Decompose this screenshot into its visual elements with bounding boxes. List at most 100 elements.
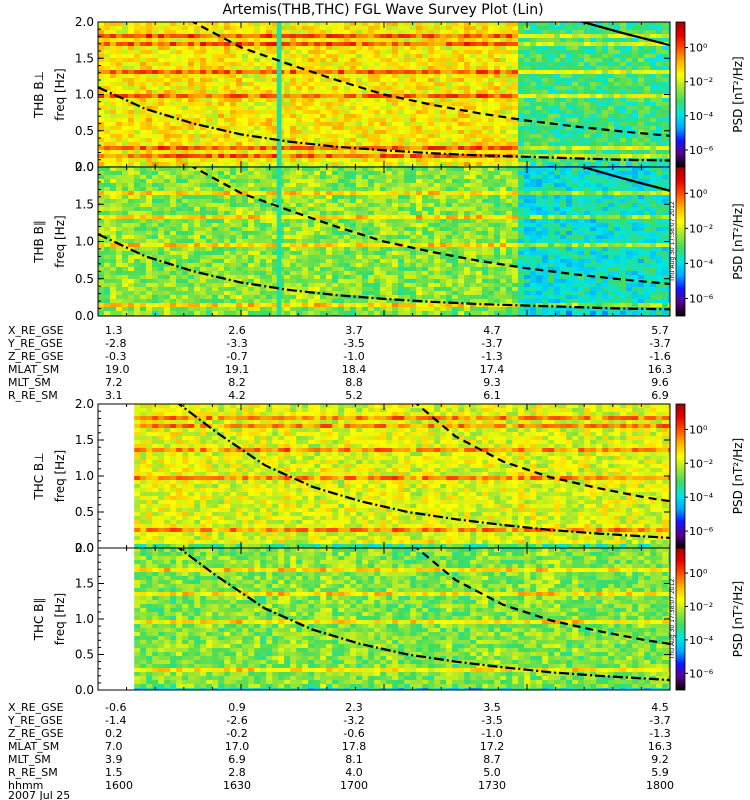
- spectrogram-cell: [170, 106, 177, 111]
- spectrogram-cell: [206, 82, 213, 87]
- spectrogram-cell: [230, 22, 237, 27]
- spectrogram-cell: [302, 102, 309, 107]
- spectrogram-cell: [152, 175, 159, 180]
- spectrogram-cell: [356, 70, 363, 75]
- spectrogram-cell: [98, 110, 105, 115]
- spectrogram-cell: [116, 299, 123, 304]
- spectrogram-cell: [296, 259, 303, 264]
- spectrogram-cell: [416, 54, 423, 59]
- spectrogram-cell: [194, 66, 201, 71]
- spectrogram-cell: [602, 30, 609, 35]
- spectrogram-cell: [230, 231, 237, 236]
- spectrogram-cell: [632, 82, 639, 87]
- spectrogram-cell: [368, 130, 375, 135]
- spectrogram-cell: [380, 98, 387, 103]
- spectrogram-cell: [254, 175, 261, 180]
- spectrogram-cell: [446, 86, 453, 91]
- spectrogram-cell: [566, 134, 573, 139]
- spectrogram-cell: [566, 82, 573, 87]
- spectrogram-cell: [122, 303, 129, 308]
- spectrogram-cell: [356, 158, 363, 163]
- spectrogram-cell: [176, 167, 183, 172]
- spectrogram-cell: [614, 154, 621, 159]
- spectrogram-cell: [494, 126, 501, 131]
- spectrogram-cell: [122, 26, 129, 31]
- spectrogram-cell: [632, 42, 639, 47]
- spectrogram-cell: [110, 275, 117, 280]
- spectrogram-cell: [296, 78, 303, 83]
- spectrogram-cell: [500, 150, 507, 155]
- spectrogram-cell: [176, 106, 183, 111]
- spectrogram-cell: [434, 122, 441, 127]
- spectrogram-cell: [368, 118, 375, 123]
- spectrogram-cell: [152, 154, 159, 159]
- spectrogram-cell: [326, 154, 333, 159]
- spectrogram-cell: [188, 70, 195, 75]
- spectrogram-cell: [122, 78, 129, 83]
- spectrogram-cell: [158, 158, 165, 163]
- spectrogram-cell: [386, 110, 393, 115]
- spectrogram-cell: [584, 82, 591, 87]
- spectrogram-cell: [170, 299, 177, 304]
- spectrogram-cell: [116, 271, 123, 276]
- spectrogram-cell: [140, 275, 147, 280]
- spectrogram-cell: [248, 291, 255, 296]
- spectrogram-cell: [188, 66, 195, 71]
- spectrogram-cell: [662, 98, 669, 103]
- spectrogram-cell: [218, 247, 225, 252]
- spectrogram-cell: [314, 58, 321, 63]
- spectrogram-cell: [308, 62, 315, 67]
- spectrogram-cell: [482, 130, 489, 135]
- spectrogram-cell: [122, 287, 129, 292]
- spectrogram-cell: [224, 263, 231, 268]
- spectrogram-cell: [158, 50, 165, 55]
- spectrogram-cell: [242, 291, 249, 296]
- spectrogram-cell: [176, 239, 183, 244]
- spectrogram-cell: [302, 207, 309, 212]
- spectrogram-cell: [512, 126, 519, 131]
- spectrogram-cell: [476, 134, 483, 139]
- spectrogram-cell: [620, 70, 627, 75]
- spectrogram-cell: [134, 122, 141, 127]
- y-tick-label: 0.5: [75, 124, 94, 138]
- spectrogram-cell: [146, 239, 153, 244]
- spectrogram-cell: [98, 122, 105, 127]
- spectrogram-cell: [518, 58, 525, 63]
- spectrogram-cell: [98, 279, 105, 284]
- spectrogram-cell: [140, 223, 147, 228]
- spectrogram-cell: [260, 211, 267, 216]
- spectrogram-cell: [236, 295, 243, 300]
- spectrogram-cell: [200, 267, 207, 272]
- spectrogram-cell: [404, 130, 411, 135]
- spectrogram-cell: [566, 30, 573, 35]
- spectrogram-cell: [548, 50, 555, 55]
- spectrogram-cell: [632, 102, 639, 107]
- spectrogram-cell: [152, 231, 159, 236]
- spectrogram-cell: [386, 70, 393, 75]
- spectrogram-cell: [578, 74, 585, 79]
- spectrogram-cell: [368, 62, 375, 67]
- spectrogram-cell: [110, 134, 117, 139]
- spectrogram-cell: [176, 86, 183, 91]
- spectrogram-cell: [392, 78, 399, 83]
- spectrogram-cell: [176, 243, 183, 248]
- spectrogram-cell: [212, 66, 219, 71]
- spectrogram-cell: [554, 62, 561, 67]
- spectrogram-cell: [464, 62, 471, 67]
- spectrogram-cell: [176, 271, 183, 276]
- spectrogram-cell: [206, 58, 213, 63]
- spectrogram-cell: [164, 46, 171, 51]
- spectrogram-cell: [140, 22, 147, 27]
- spectrogram-cell: [668, 50, 675, 55]
- spectrogram-cell: [458, 86, 465, 91]
- spectrogram-cell: [542, 162, 549, 167]
- spectrogram-cell: [146, 191, 153, 196]
- spectrogram-cell: [98, 287, 105, 292]
- spectrogram-cell: [224, 175, 231, 180]
- spectrogram-cell: [596, 146, 603, 151]
- spectrogram-cell: [284, 235, 291, 240]
- spectrogram-cell: [530, 26, 537, 31]
- spectrogram-cell: [296, 110, 303, 115]
- spectrogram-cell: [236, 70, 243, 75]
- spectrogram-cell: [104, 247, 111, 252]
